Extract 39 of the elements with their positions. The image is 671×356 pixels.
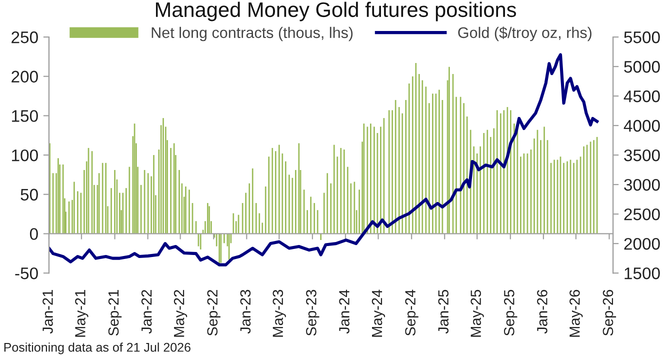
y-tick-label: -50 — [15, 267, 38, 280]
chart-title: Managed Money Gold futures positions — [156, 2, 516, 22]
y2-tick-label: 2000 — [624, 238, 660, 250]
x-tick-label: May-24 — [372, 290, 386, 337]
y-tick-label: 200 — [12, 70, 38, 83]
x-tick-label: Jan-25 — [438, 290, 449, 334]
x-tick-label: Sep-22 — [207, 290, 220, 336]
y2-tick-label: 5000 — [624, 60, 660, 73]
x-tick-label: May-22 — [174, 290, 188, 337]
y2-tick-label: 4000 — [624, 120, 660, 132]
line-series — [48, 53, 599, 266]
legend-label: Gold ($/troy oz, rhs) — [458, 26, 592, 42]
y-tick-label: 150 — [12, 110, 38, 122]
x-tick-label: Jan-23 — [240, 290, 251, 334]
text: Positioning data as of 21 Jul 2026 — [4, 342, 190, 354]
y-tick-label: 100 — [12, 149, 38, 162]
x-tick-label: May-26 — [570, 290, 583, 337]
x-tick-label: Sep-26 — [602, 290, 616, 336]
y2-tick-label: 3500 — [624, 149, 660, 162]
legend-label: Net long contracts (thous, lhs) — [152, 26, 353, 42]
x-tick-label: Sep-21 — [108, 290, 122, 336]
y2-tick-label: 1500 — [624, 267, 660, 280]
x-tick-label: May-23 — [272, 290, 286, 337]
x-tick-label: Sep-23 — [306, 290, 320, 336]
x-tick-label: Jan-21 — [42, 290, 53, 334]
y2-tick-label: 4500 — [624, 90, 660, 102]
x-tick-label: Sep-24 — [405, 290, 418, 336]
y2-tick-label: 5500 — [624, 31, 660, 44]
x-tick-label: May-25 — [470, 290, 484, 337]
y2-tick-label: 2500 — [624, 208, 660, 220]
x-tick-label: Jan-24 — [339, 290, 350, 334]
x-tick-label: Jan-26 — [537, 290, 548, 334]
y-tick-label: 50 — [20, 188, 38, 201]
y2-tick-label: 3000 — [624, 178, 660, 191]
x-tick-label: Jan-22 — [141, 290, 152, 334]
y-tick-label: 0 — [30, 228, 38, 240]
x-tick-label: May-21 — [75, 290, 88, 337]
y-tick-label: 250 — [12, 31, 38, 44]
x-tick-label: Sep-25 — [504, 290, 518, 336]
